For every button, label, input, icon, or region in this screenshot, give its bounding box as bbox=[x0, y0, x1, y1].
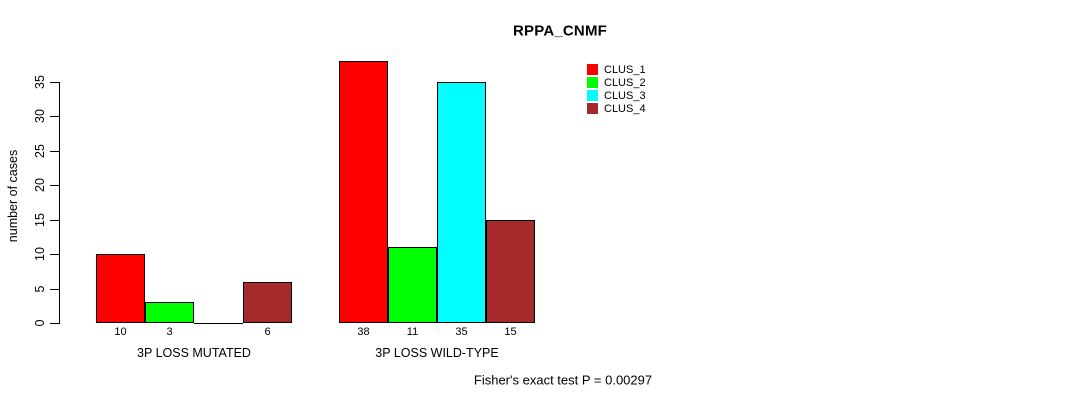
y-tick-label: 0 bbox=[33, 319, 47, 327]
x-group-label: 3P LOSS MUTATED bbox=[137, 346, 251, 360]
y-tick-label: 25 bbox=[33, 143, 47, 158]
y-tick bbox=[50, 82, 59, 83]
legend-label: CLUS_4 bbox=[604, 103, 646, 115]
legend-label: CLUS_3 bbox=[604, 90, 646, 102]
y-tick bbox=[50, 323, 59, 324]
bar bbox=[96, 254, 145, 323]
bar bbox=[486, 220, 535, 323]
y-tick bbox=[50, 116, 59, 118]
y-axis-label: number of cases bbox=[6, 149, 20, 243]
legend-swatch-icon bbox=[587, 64, 598, 75]
y-tick bbox=[50, 185, 59, 187]
bar-value-label: 11 bbox=[406, 326, 419, 338]
legend-label: CLUS_1 bbox=[604, 64, 646, 76]
annotation-text: Fisher's exact test P = 0.00297 bbox=[473, 372, 653, 388]
bar-value-label: 35 bbox=[455, 326, 468, 338]
bar-value-label: 3 bbox=[166, 326, 173, 338]
y-tick-label: 20 bbox=[33, 178, 47, 193]
legend-swatch-icon bbox=[587, 103, 598, 114]
bar-value-label: 6 bbox=[264, 326, 271, 338]
bar bbox=[437, 82, 486, 323]
legend-swatch-icon bbox=[587, 77, 598, 88]
y-tick-label: 5 bbox=[33, 285, 47, 293]
legend-swatch-icon bbox=[587, 90, 598, 101]
y-tick bbox=[50, 254, 59, 256]
y-axis-line bbox=[59, 82, 60, 324]
y-tick bbox=[50, 150, 59, 152]
y-tick-label: 35 bbox=[33, 75, 47, 89]
bar bbox=[339, 61, 388, 323]
bar bbox=[194, 323, 243, 324]
bar-value-label: 15 bbox=[504, 326, 517, 338]
y-tick-label: 10 bbox=[33, 247, 47, 262]
legend-label: CLUS_2 bbox=[604, 77, 646, 89]
chart-title: RPPA_CNMF bbox=[512, 22, 608, 40]
bar-value-label: 10 bbox=[114, 326, 127, 338]
bar bbox=[145, 302, 194, 323]
y-tick-label: 15 bbox=[33, 212, 47, 227]
y-tick-label: 30 bbox=[33, 109, 47, 124]
bar bbox=[388, 247, 437, 323]
y-tick bbox=[50, 219, 59, 221]
y-tick bbox=[50, 288, 59, 290]
x-group-label: 3P LOSS WILD-TYPE bbox=[375, 346, 499, 360]
bar bbox=[243, 282, 292, 323]
bar-value-label: 38 bbox=[357, 326, 370, 338]
